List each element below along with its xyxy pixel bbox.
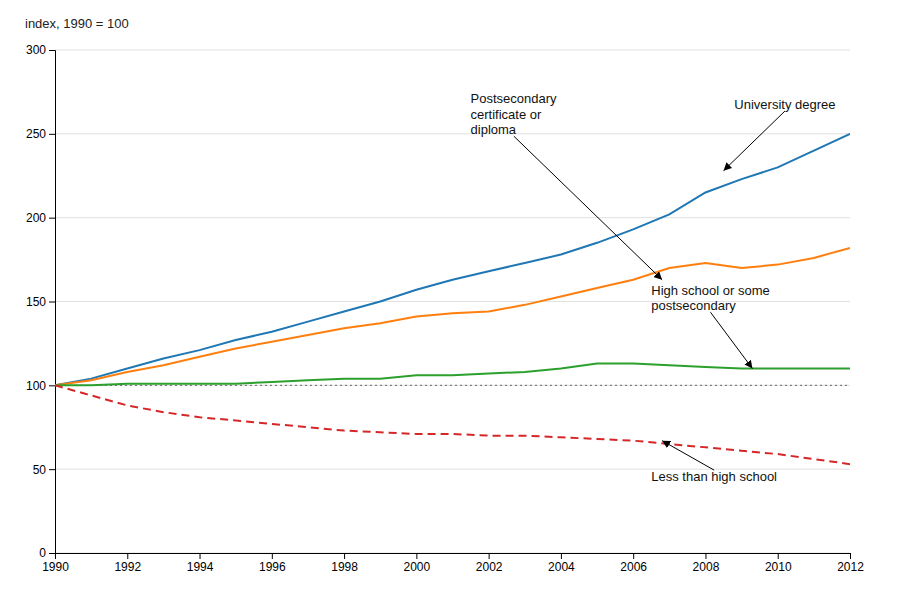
axis-line <box>56 554 851 560</box>
tick-mark <box>49 218 55 219</box>
y-axis: 0 50 100 150 200 250 300 <box>26 43 56 560</box>
tick: 1992 <box>114 553 141 574</box>
series-line <box>55 248 850 385</box>
tick-label: 2010 <box>765 560 792 574</box>
tick-mark <box>489 553 490 559</box>
tick: 2002 <box>476 553 503 574</box>
tick: 1994 <box>187 553 214 574</box>
series-line <box>55 364 850 386</box>
tick-mark <box>633 553 634 559</box>
tick: 200 <box>26 211 55 225</box>
tick-mark <box>200 553 201 559</box>
tick-label: 1994 <box>187 560 214 574</box>
tick: 1996 <box>259 553 286 574</box>
tick: 300 <box>26 43 55 57</box>
annotation: Postsecondarycertificate ordiploma <box>471 91 557 137</box>
tick-label: 0 <box>39 546 46 560</box>
tick-label: 250 <box>26 127 46 141</box>
tick-mark <box>416 553 417 559</box>
tick-label: 2000 <box>404 560 431 574</box>
tick-label: 2006 <box>620 560 647 574</box>
tick-label: 2012 <box>837 560 864 574</box>
tick-mark <box>778 553 779 559</box>
annotation: High school or somepostsecondary <box>651 283 770 314</box>
tick: 2006 <box>620 553 647 574</box>
grid <box>55 50 850 553</box>
tick-mark <box>49 134 55 135</box>
tick: 100 <box>26 379 55 393</box>
tick: 150 <box>26 295 55 309</box>
tick-mark <box>127 553 128 559</box>
grid-line <box>55 217 850 218</box>
tick-label: 2002 <box>476 560 503 574</box>
tick-label: 1996 <box>259 560 286 574</box>
tick-label: 200 <box>26 211 46 225</box>
tick-label: 1998 <box>331 560 358 574</box>
annotation-arrow <box>724 111 785 171</box>
axis-line <box>49 51 56 554</box>
tick-label: 2004 <box>548 560 575 574</box>
tick-label: 2008 <box>693 560 720 574</box>
tick-mark <box>344 553 345 559</box>
reference-line <box>55 385 850 386</box>
tick: 1998 <box>331 553 358 574</box>
tick-mark <box>49 302 55 303</box>
tick-label: 1992 <box>114 560 141 574</box>
series-line <box>55 134 850 386</box>
tick: 1990 <box>42 553 69 574</box>
tick-label: 1990 <box>42 560 69 574</box>
tick-mark <box>705 553 706 559</box>
tick: 2012 <box>837 553 864 574</box>
tick-label: 100 <box>26 379 46 393</box>
tick: 2008 <box>693 553 720 574</box>
tick: 0 <box>39 546 55 560</box>
annotation-arrow <box>711 312 753 368</box>
grid-line <box>55 133 850 134</box>
tick-mark <box>272 553 273 559</box>
tick: 50 <box>33 463 55 477</box>
grid-line <box>55 50 850 51</box>
annotation: University degree <box>734 97 835 112</box>
tick: 2004 <box>548 553 575 574</box>
grid-line <box>55 385 850 386</box>
annotation: Less than high school <box>651 469 777 484</box>
tick-mark <box>850 553 851 559</box>
annotation-arrow <box>514 136 662 280</box>
tick-mark <box>49 50 55 51</box>
y-axis-label: index, 1990 = 100 <box>25 16 129 31</box>
annotation-arrow <box>662 441 714 471</box>
tick-label: 150 <box>26 295 46 309</box>
tick-mark <box>561 553 562 559</box>
tick-mark <box>49 385 55 386</box>
annotations: University degree Postsecondarycertificat… <box>471 91 836 484</box>
tick: 250 <box>26 127 55 141</box>
tick-label: 50 <box>33 463 47 477</box>
tick-mark <box>49 469 55 470</box>
tick: 2010 <box>765 553 792 574</box>
plot-area <box>55 134 850 464</box>
chart: 1990199219941996199820002002200420062008… <box>0 0 900 593</box>
x-axis: 1990 1992 1994 1996 1998 2000 2002 2004 2006 2008… <box>42 553 864 574</box>
tick: 2000 <box>404 553 431 574</box>
series-line <box>55 385 850 464</box>
tick-mark <box>49 553 55 554</box>
tick-label: 300 <box>26 43 46 57</box>
